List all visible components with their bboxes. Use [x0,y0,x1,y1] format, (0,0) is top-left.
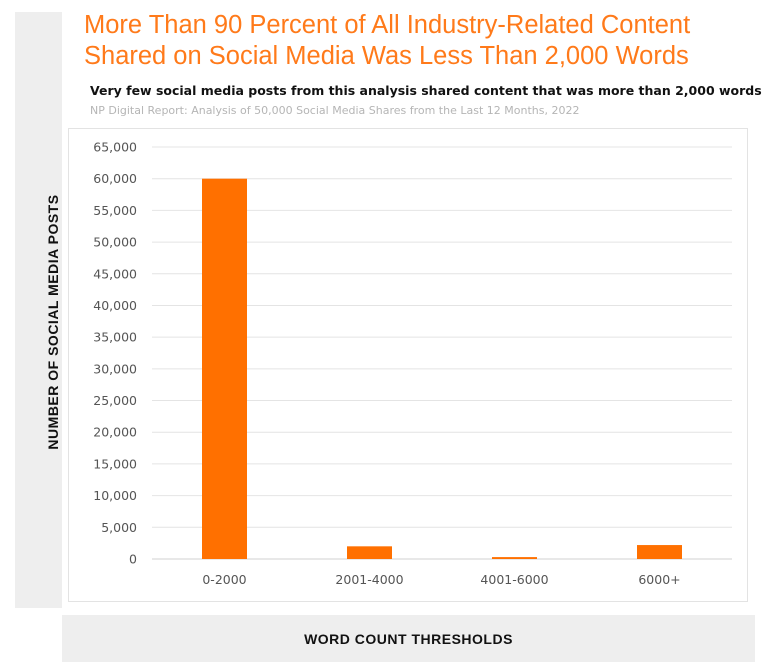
bar-4001-6000 [492,557,537,559]
y-tick-label: 30,000 [93,361,137,376]
bar-0-2000 [202,178,247,559]
x-axis-label: WORD COUNT THRESHOLDS [304,631,513,647]
y-tick-label: 55,000 [93,203,137,218]
y-tick-label: 65,000 [93,140,137,155]
y-tick-label: 10,000 [93,488,137,503]
chart-subtitle: Very few social media posts from this an… [90,83,762,98]
y-tick-label: 5,000 [101,520,137,535]
x-tick-label: 6000+ [638,572,680,587]
y-tick-label: 15,000 [93,456,137,471]
y-tick-label: 35,000 [93,330,137,345]
x-tick-label: 0-2000 [202,572,246,587]
x-tick-label: 2001-4000 [335,572,403,587]
x-axis-label-panel: WORD COUNT THRESHOLDS [62,615,755,662]
bar-2001-4000 [347,546,392,559]
y-tick-label: 0 [129,552,137,567]
chart-source: NP Digital Report: Analysis of 50,000 So… [90,104,580,117]
y-tick-label: 60,000 [93,171,137,186]
y-tick-label: 50,000 [93,235,137,250]
chart-area [68,128,748,602]
y-axis-label-panel: NUMBER OF SOCIAL MEDIA POSTS [15,12,62,608]
bar-6000+ [637,545,682,559]
x-tick-label: 4001-6000 [480,572,548,587]
y-tick-label: 25,000 [93,393,137,408]
chart-title: More Than 90 Percent of All Industry-Rel… [84,11,691,70]
y-tick-label: 45,000 [93,266,137,281]
y-tick-label: 40,000 [93,298,137,313]
y-tick-label: 20,000 [93,425,137,440]
